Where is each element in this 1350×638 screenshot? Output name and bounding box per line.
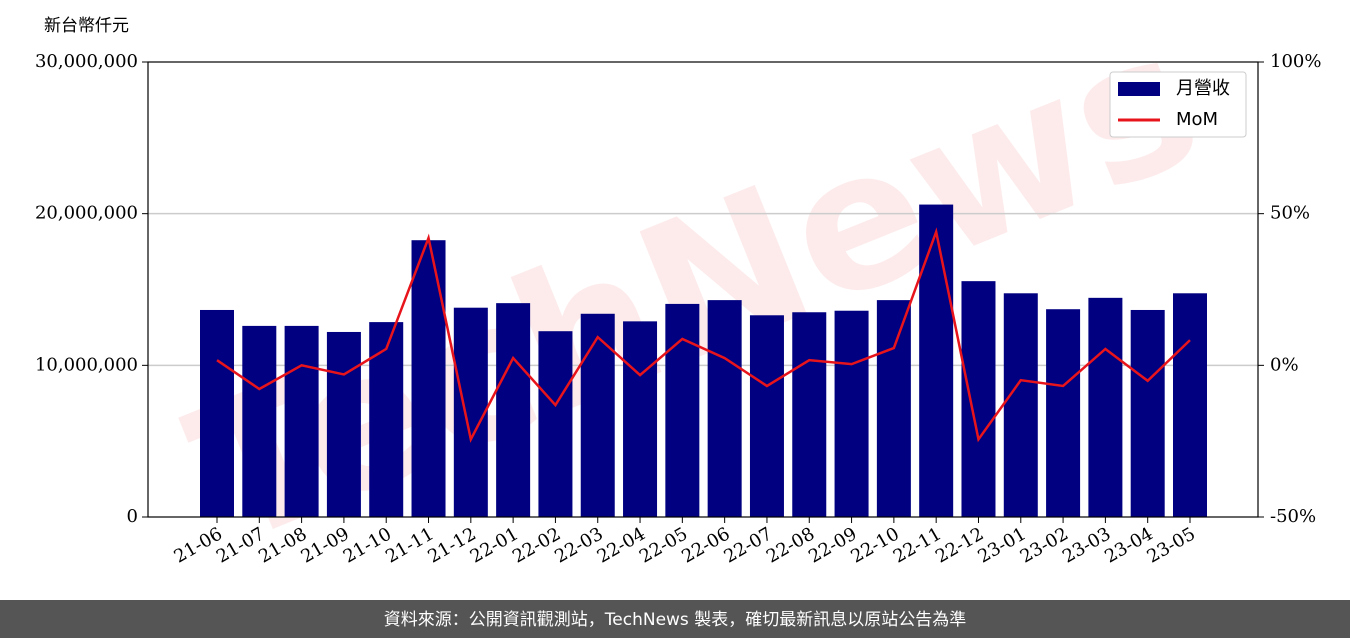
legend-swatch <box>1118 82 1160 96</box>
footer: 資料來源：公開資訊觀測站，TechNews 製表，確切最新訊息以原站公告為準 <box>384 610 966 630</box>
bar <box>707 300 742 517</box>
bar <box>792 312 827 517</box>
bar <box>496 303 531 517</box>
bar <box>665 303 700 517</box>
x-tick-label: 23-05 <box>1144 523 1199 567</box>
bar <box>242 325 277 517</box>
y2-tick-label: 0% <box>1270 354 1299 375</box>
bar <box>919 204 954 518</box>
legend-label: 月營收 <box>1176 78 1230 99</box>
y-tick-label: 10,000,000 <box>35 354 138 375</box>
bar <box>284 325 319 517</box>
bar <box>453 307 488 517</box>
bar <box>411 240 446 518</box>
bar <box>200 309 234 517</box>
bar <box>369 322 404 517</box>
bar <box>580 313 615 517</box>
bar <box>1088 297 1123 517</box>
y2-tick-label: 50% <box>1270 203 1310 224</box>
y2-tick-label: -50% <box>1270 506 1316 527</box>
legend-label: MoM <box>1176 109 1218 130</box>
footer-bar <box>0 600 1350 638</box>
bar <box>326 331 361 517</box>
bar <box>623 321 658 517</box>
mom-line <box>216 227 1191 444</box>
bar <box>538 331 573 517</box>
bar <box>834 310 869 517</box>
y-axis-label: 新台幣仟元 <box>44 16 129 36</box>
plot-frame <box>147 61 1259 518</box>
y-tick-label: 20,000,000 <box>35 203 138 224</box>
bar <box>1003 293 1038 517</box>
y-tick-label: 0 <box>127 506 138 527</box>
bar <box>749 315 784 517</box>
y-tick-label: 30,000,000 <box>35 51 138 72</box>
bar <box>1130 309 1165 517</box>
bar <box>1046 309 1081 517</box>
bar <box>1173 293 1207 517</box>
bar <box>876 300 911 517</box>
y2-tick-label: 100% <box>1270 51 1321 72</box>
bar <box>961 281 996 517</box>
